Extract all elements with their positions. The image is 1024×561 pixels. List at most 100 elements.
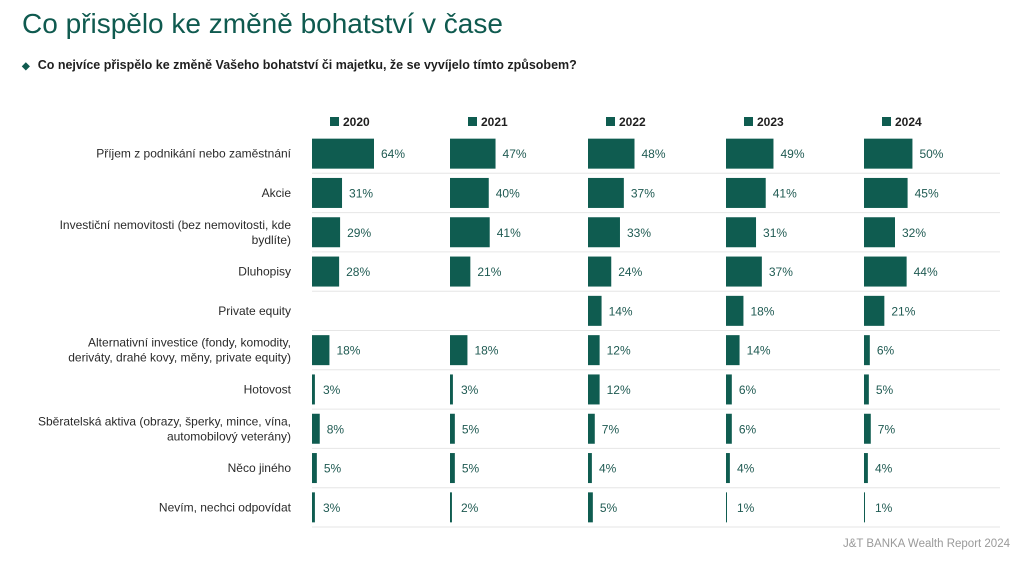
data-label-2022: 5% <box>600 501 618 515</box>
data-label-2020: 31% <box>349 186 373 200</box>
data-label-2021: 3% <box>461 383 479 397</box>
data-label-2024: 5% <box>876 383 894 397</box>
data-label-2020: 3% <box>323 383 341 397</box>
data-label-2021: 47% <box>503 147 527 161</box>
category-label-line: deriváty, drahé kovy, měny, private equi… <box>68 351 291 365</box>
data-label-2023: 18% <box>750 304 774 318</box>
bar-2022 <box>588 138 635 169</box>
data-label-2022: 4% <box>599 462 617 476</box>
footer-source: J&T BANKA Wealth Report 2024 <box>842 538 1010 550</box>
data-label-2024: 21% <box>891 304 915 318</box>
bar-2020 <box>312 374 315 405</box>
bar-2024 <box>864 295 885 326</box>
diamond-bullet-icon: ◆ <box>22 61 30 72</box>
data-label-2024: 6% <box>877 344 895 358</box>
data-label-2023: 14% <box>747 344 771 358</box>
data-label-2024: 45% <box>915 186 939 200</box>
bar-2023 <box>726 256 762 287</box>
page-title: Co přispělo ke změně bohatství v čase <box>22 8 503 39</box>
category-label: Příjem z podnikání nebo zaměstnání <box>96 147 291 161</box>
category-label: Něco jiného <box>228 461 292 475</box>
data-label-2020: 29% <box>347 226 371 240</box>
data-label-2023: 1% <box>737 501 755 515</box>
bar-2024 <box>864 256 907 287</box>
data-label-2020: 18% <box>336 344 360 358</box>
bar-2020 <box>312 413 320 444</box>
category-label: Nevím, nechci odpovídat <box>159 500 292 514</box>
bar-2020 <box>312 138 374 169</box>
data-label-2024: 7% <box>878 422 896 436</box>
bar-2023 <box>726 374 732 405</box>
legend-label-2020: 2020 <box>343 115 370 129</box>
bar-2022 <box>588 374 600 405</box>
bar-2023 <box>726 217 757 248</box>
bar-2021 <box>450 256 471 287</box>
data-label-2020: 64% <box>381 147 405 161</box>
bar-2020 <box>312 177 343 208</box>
bar-2023 <box>726 453 730 484</box>
data-label-2022: 14% <box>609 304 633 318</box>
data-label-2022: 24% <box>618 265 642 279</box>
bar-2023 <box>726 295 744 326</box>
data-label-2020: 5% <box>324 462 342 476</box>
legend-swatch-2022 <box>606 117 615 126</box>
bar-2022 <box>588 295 602 326</box>
data-label-2021: 5% <box>462 462 480 476</box>
data-label-2021: 18% <box>474 344 498 358</box>
bar-2021 <box>450 413 455 444</box>
category-label: Hotovost <box>244 382 292 396</box>
bar-2021 <box>450 492 452 523</box>
category-label-line: Nevím, nechci odpovídat <box>159 500 292 514</box>
bar-2022 <box>588 217 620 248</box>
question-text: Co nejvíce přispělo ke změně Vašeho boha… <box>37 58 577 72</box>
bar-2023 <box>726 177 766 208</box>
data-label-2022: 12% <box>607 344 631 358</box>
legend-label-2022: 2022 <box>619 115 646 129</box>
bar-2024 <box>864 138 913 169</box>
legend-swatch-2020 <box>330 117 339 126</box>
category-label: Alternativní investice (fondy, komodity,… <box>68 336 291 365</box>
data-label-2024: 44% <box>914 265 938 279</box>
bar-2024 <box>864 177 908 208</box>
bar-2022 <box>588 335 600 366</box>
category-label-line: Sběratelská aktiva (obrazy, šperky, minc… <box>38 414 291 428</box>
data-label-2022: 33% <box>627 226 651 240</box>
bar-2022 <box>588 177 624 208</box>
data-label-2022: 7% <box>602 422 620 436</box>
bar-2023 <box>726 492 727 523</box>
bar-2021 <box>450 177 489 208</box>
category-label-line: Dluhopisy <box>238 265 291 279</box>
category-label-line: Něco jiného <box>228 461 292 475</box>
bar-2024 <box>864 413 871 444</box>
bar-2024 <box>864 453 868 484</box>
bar-2021 <box>450 374 453 405</box>
legend-label-2024: 2024 <box>895 115 922 129</box>
bar-2023 <box>726 138 774 169</box>
bar-2023 <box>726 335 740 366</box>
bar-2024 <box>864 217 895 248</box>
bar-2023 <box>726 413 732 444</box>
bar-2021 <box>450 138 496 169</box>
bar-2020 <box>312 453 317 484</box>
legend-swatch-2024 <box>882 117 891 126</box>
data-label-2021: 41% <box>497 226 521 240</box>
data-label-2020: 3% <box>323 501 341 515</box>
legend-label-2023: 2023 <box>757 115 784 129</box>
data-label-2022: 12% <box>607 383 631 397</box>
data-label-2022: 48% <box>642 147 666 161</box>
data-label-2024: 32% <box>902 226 926 240</box>
category-label-line: automobilový veterány) <box>167 429 291 443</box>
bar-2021 <box>450 217 490 248</box>
category-label: Private equity <box>218 304 291 318</box>
category-label-line: Hotovost <box>244 382 292 396</box>
category-label: Akcie <box>262 186 292 200</box>
data-label-2024: 50% <box>919 147 943 161</box>
bar-2024 <box>864 492 865 523</box>
bar-2020 <box>312 335 330 366</box>
bar-2021 <box>450 453 455 484</box>
question-subtitle: ◆ Co nejvíce přispělo ke změně Vašeho boh… <box>22 58 577 72</box>
data-label-2023: 49% <box>780 147 804 161</box>
bar-2020 <box>312 217 341 248</box>
bar-2022 <box>588 453 592 484</box>
